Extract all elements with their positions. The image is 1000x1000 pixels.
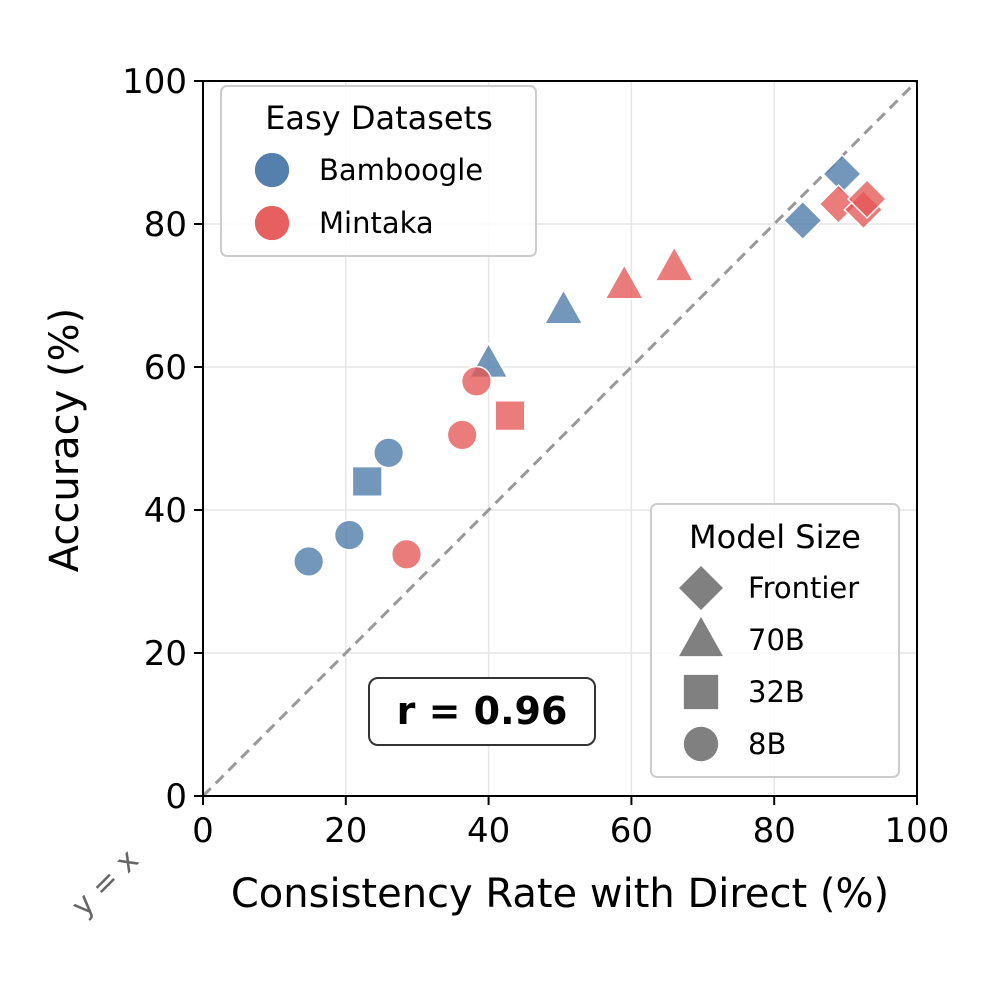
data-point-bamboogle-32b bbox=[351, 465, 383, 497]
legend-frame bbox=[220, 85, 537, 257]
legend-datasets: Easy Datasets Bamboogle Mintaka bbox=[220, 85, 537, 257]
data-point-mintaka-8b bbox=[460, 365, 493, 397]
legend-marker-mintaka bbox=[254, 205, 290, 241]
x-tick-label: 60 bbox=[610, 811, 653, 851]
reference-line-layer bbox=[201, 79, 919, 798]
x-tick-label: 40 bbox=[467, 811, 510, 851]
correlation-annotation: r = 0.96 bbox=[368, 677, 596, 746]
y-tick-label: 40 bbox=[144, 491, 187, 531]
legend-marker-bamboogle bbox=[254, 152, 290, 188]
data-point-mintaka-70b bbox=[604, 263, 645, 300]
data-point-mintaka-8b bbox=[446, 419, 478, 451]
data-point-bamboogle-8b bbox=[373, 437, 405, 469]
legend-marker-frontier bbox=[679, 566, 723, 610]
annotation-text: r = 0.96 bbox=[397, 689, 568, 733]
legend-label-70b: 70B bbox=[748, 623, 805, 657]
data-point-mintaka-32b bbox=[494, 400, 526, 432]
legend-title: Easy Datasets bbox=[265, 99, 493, 137]
legend-model-size: Model Size Frontier 70B 32B 8B bbox=[650, 503, 900, 778]
data-points bbox=[293, 153, 888, 577]
legend-label-bamboogle: Bamboogle bbox=[319, 153, 483, 187]
axis-ticks: 0 20 40 60 80 100 0 20 40 60 80 100 bbox=[122, 62, 949, 851]
y-tick-label: 60 bbox=[144, 348, 187, 388]
x-tick-label: 20 bbox=[324, 811, 367, 851]
legend-label-frontier: Frontier bbox=[748, 571, 859, 605]
y-tick-label: 20 bbox=[144, 634, 187, 674]
data-point-mintaka-70b bbox=[654, 245, 695, 282]
data-point-mintaka-frontier bbox=[846, 178, 888, 220]
data-point-bamboogle-8b bbox=[333, 519, 365, 551]
reference-line bbox=[201, 79, 919, 798]
annotation-box bbox=[368, 677, 596, 746]
reference-line-label: y = x bbox=[65, 843, 146, 924]
data-point-bamboogle-70b bbox=[543, 288, 584, 325]
y-axis-title: Accuracy (%) bbox=[42, 308, 88, 573]
x-axis-title: Consistency Rate with Direct (%) bbox=[231, 871, 889, 917]
data-point-bamboogle-frontier bbox=[821, 153, 863, 195]
legend-label-8b: 8B bbox=[748, 727, 786, 761]
legend-marker-32b bbox=[683, 674, 719, 710]
data-point-bamboogle-frontier bbox=[782, 200, 823, 241]
x-tick-label: 80 bbox=[753, 811, 796, 851]
x-tick-label: 100 bbox=[885, 811, 950, 851]
legend-label-mintaka: Mintaka bbox=[319, 206, 434, 240]
plot-frame bbox=[202, 80, 918, 797]
y-tick-label: 80 bbox=[144, 205, 187, 245]
legend-marker-70b bbox=[679, 616, 723, 657]
legend-marker-8b bbox=[683, 726, 719, 762]
x-tick-label: 0 bbox=[192, 811, 214, 851]
legend-title: Model Size bbox=[689, 518, 861, 556]
data-point-bamboogle-8b bbox=[293, 545, 325, 577]
data-point-mintaka-8b bbox=[390, 538, 423, 570]
legend-label-32b: 32B bbox=[748, 675, 805, 709]
y-tick-label: 0 bbox=[165, 777, 187, 817]
y-tick-label: 100 bbox=[122, 62, 187, 102]
